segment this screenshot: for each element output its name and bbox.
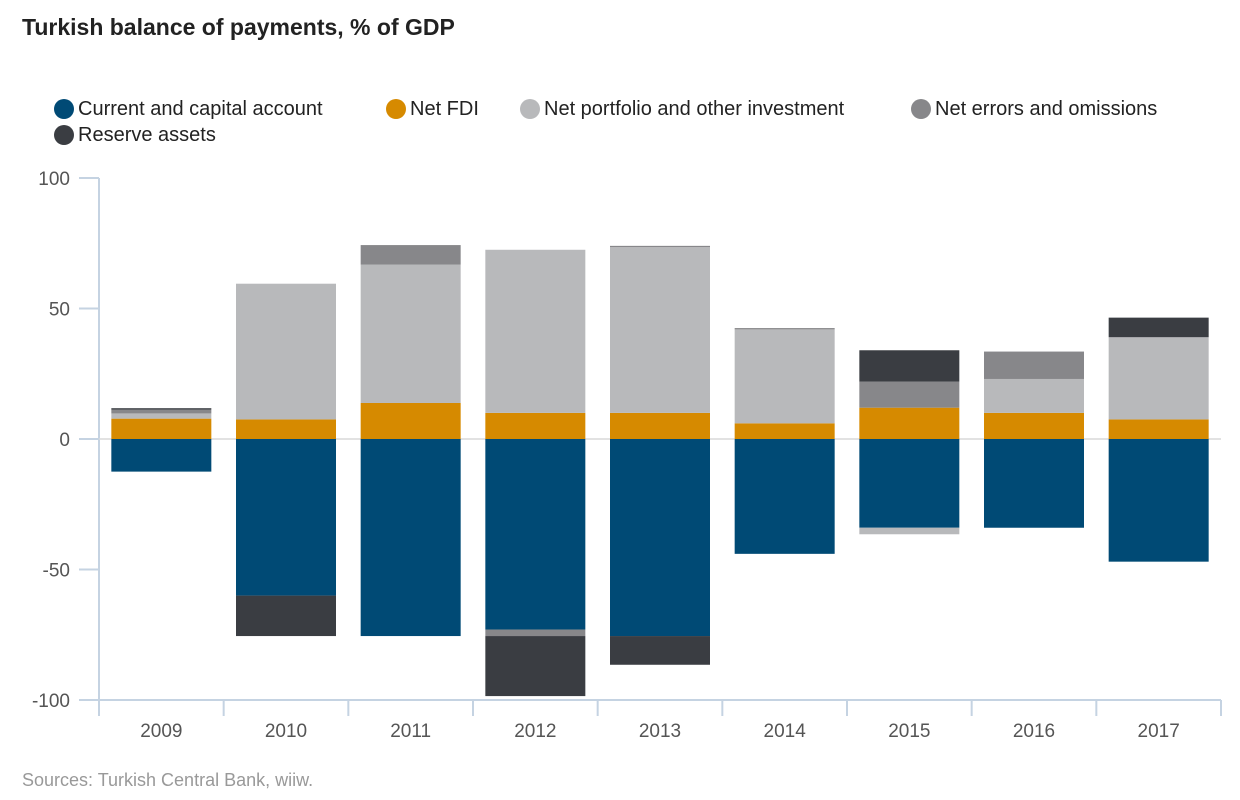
bar-segment-2014-s1 (734, 423, 835, 439)
x-tick-label-2012: 2012 (514, 721, 556, 742)
legend-label-reserve-assets: Reserve assets (78, 123, 216, 146)
bar-segment-2015-s2 (859, 527, 960, 535)
bar-segment-2009-s4 (111, 408, 212, 410)
bar-segment-2009-s2 (111, 413, 212, 419)
bar-segment-2010-s2 (236, 283, 336, 420)
legend-item-net-fdi[interactable]: Net FDI (386, 96, 479, 122)
legend-marker-net-portfolio (520, 99, 540, 119)
y-tick-label: 100 (38, 169, 70, 190)
bar-segment-2013-s0 (610, 439, 710, 637)
bar-segment-2009-s0 (111, 439, 212, 472)
chart-title: Turkish balance of payments, % of GDP (22, 14, 455, 40)
bar-segment-2016-s2 (984, 378, 1084, 413)
source-note: Sources: Turkish Central Bank, wiiw. (22, 770, 314, 790)
bar-segment-2011-s0 (360, 439, 461, 637)
legend-label-current-account: Current and capital account (78, 97, 323, 120)
bar-segment-2016-s0 (984, 439, 1084, 528)
bar-segment-2017-s1 (1108, 419, 1209, 439)
legend-item-reserve-assets[interactable]: Reserve assets (54, 122, 216, 148)
bar-segment-2013-s2 (610, 247, 710, 413)
legend-marker-net-errors (911, 99, 931, 119)
y-tick-label: -50 (43, 561, 70, 582)
legend-marker-reserve-assets (54, 125, 74, 145)
bar-segment-2010-s1 (236, 419, 336, 439)
bar-segment-2017-s0 (1108, 439, 1209, 562)
legend-item-net-portfolio[interactable]: Net portfolio and other investment (520, 96, 844, 122)
x-tick-label-2016: 2016 (1013, 721, 1055, 742)
bar-segment-2016-s3 (984, 351, 1084, 379)
bar-segment-2014-s2 (734, 329, 835, 424)
legend-label-net-fdi: Net FDI (410, 97, 479, 120)
bar-segment-2011-s2 (360, 264, 461, 403)
y-tick-label: 50 (49, 300, 70, 321)
bar-segment-2011-s3 (360, 245, 461, 265)
x-tick-label-2011: 2011 (390, 721, 431, 742)
bar-segment-2015-s1 (859, 407, 960, 439)
bar-segment-2012-s1 (485, 412, 586, 439)
bar-segment-2012-s0 (485, 439, 586, 630)
bar-segment-2015-s0 (859, 439, 960, 528)
bar-segment-2013-s1 (610, 412, 710, 439)
bar-segment-2009-s1 (111, 418, 212, 439)
x-tick-label-2015: 2015 (888, 721, 930, 742)
bar-segment-2017-s2 (1108, 337, 1209, 420)
x-tick-label-2014: 2014 (764, 721, 807, 742)
bar-segment-2010-s4 (236, 595, 336, 637)
legend-label-net-errors: Net errors and omissions (935, 97, 1158, 120)
bar-segment-2011-s1 (360, 402, 461, 439)
bar-segment-2009-s3 (111, 409, 212, 414)
x-tick-label-2009: 2009 (140, 721, 182, 742)
legend-label-net-portfolio: Net portfolio and other investment (544, 97, 845, 120)
bar-segment-2012-s4 (485, 636, 586, 697)
legend-item-net-errors[interactable]: Net errors and omissions (911, 96, 1157, 122)
bar-segment-2016-s1 (984, 412, 1084, 439)
bar-segment-2013-s3 (610, 245, 710, 248)
bar-segment-2012-s3 (485, 629, 586, 637)
x-tick-label-2010: 2010 (265, 721, 307, 742)
y-tick-label: -100 (32, 691, 70, 712)
legend-item-current-account[interactable]: Current and capital account (54, 96, 323, 122)
bar-segment-2013-s4 (610, 636, 710, 665)
y-tick-label: 0 (59, 430, 70, 451)
bar-segment-2012-s2 (485, 249, 586, 413)
x-tick-label-2013: 2013 (639, 721, 681, 742)
legend-marker-net-fdi (386, 99, 406, 119)
bar-segment-2015-s4 (859, 350, 960, 382)
bar-segment-2017-s4 (1108, 317, 1209, 338)
x-tick-label-2017: 2017 (1138, 721, 1180, 742)
bar-segment-2014-s0 (734, 439, 835, 554)
bar-segment-2010-s0 (236, 439, 336, 596)
bar-segment-2015-s3 (859, 381, 960, 408)
bar-segment-2014-s3 (734, 328, 835, 330)
legend-marker-current-account (54, 99, 74, 119)
